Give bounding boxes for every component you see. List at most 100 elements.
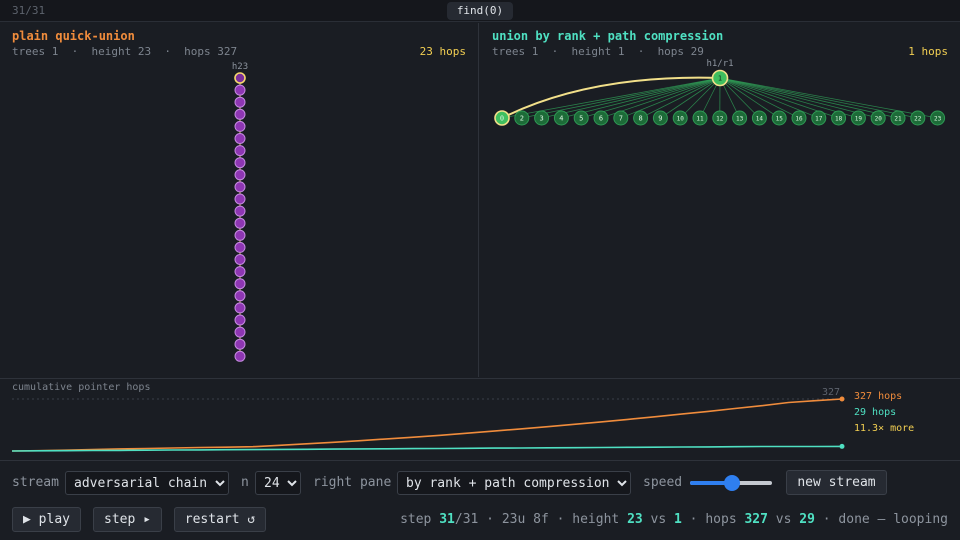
leaf-node: [751, 110, 767, 126]
chain-node: [234, 254, 246, 265]
chain-node: [234, 96, 246, 108]
root-node-label: 1: [718, 75, 722, 83]
leaf-node: [811, 110, 827, 126]
chain-node: [234, 108, 246, 120]
chain-node: [234, 229, 246, 241]
tree-edge: [719, 77, 800, 119]
chain-node: [234, 181, 246, 193]
leaf-label: 15: [776, 116, 784, 123]
leaf-node: [593, 110, 609, 126]
chain-node: [234, 157, 246, 169]
flat-tree-diagram: 0 2 3 4 5 6 7 8 9 10 11 12 13 14 15 16 17 18 19 20 21 22 231h1…: [494, 59, 946, 126]
leaf-label: 0: [500, 115, 504, 123]
hops-badge: 1 hops: [908, 45, 948, 58]
pane-stats: trees 1 · height 23 · hops 327: [12, 45, 238, 58]
cumulative-hops-chart: cumulative pointer hops 327 327 hops 29 …: [0, 378, 960, 461]
leaf-label: 8: [638, 115, 642, 123]
leaf-label: 12: [716, 116, 724, 123]
leaf-label: 14: [756, 116, 764, 123]
leaf-label: 5: [579, 115, 583, 123]
chain-node: [234, 84, 246, 96]
tree-edge: [719, 77, 938, 119]
root-height-label: h23: [232, 62, 248, 72]
chain-node: [234, 217, 246, 229]
leaf-node: [692, 110, 708, 126]
leaf-node: [534, 110, 550, 126]
chain-node: [234, 326, 246, 338]
tree-edge: [719, 77, 780, 119]
leaf-node: [870, 110, 886, 126]
chain-node: [234, 266, 246, 278]
n-select[interactable]: 24: [255, 471, 301, 495]
right-pane-select[interactable]: by rank + path compression: [397, 471, 631, 495]
chain-node: [234, 338, 246, 350]
chain-root-node: [234, 72, 246, 84]
plain-quick-union-pane: plain quick-union trees 1 · height 23 · …: [0, 23, 479, 377]
leaf-node: [791, 110, 807, 126]
restart-button[interactable]: restart ↺: [174, 507, 266, 532]
leaf-node: [652, 110, 668, 126]
leaf-label: 23: [934, 116, 942, 123]
leaf-label: 4: [559, 115, 563, 123]
tree-edge: [541, 77, 721, 119]
leaf-label: 18: [835, 116, 843, 123]
leaf-label: 7: [619, 115, 623, 123]
root-rank-label: h1/r1: [706, 59, 733, 69]
ranked-hops-line-endpoint: [839, 443, 845, 449]
leaf-label: 9: [658, 115, 662, 123]
chain-node: [234, 205, 246, 217]
leaf-node: [573, 110, 589, 126]
play-button[interactable]: ▶ play: [12, 507, 81, 532]
leaf-node: [514, 110, 530, 126]
leaf-node: [732, 110, 748, 126]
tree-edge: [719, 77, 819, 119]
status-line: step 31/31 · 23u 8f · height 23 vs 1 · h…: [400, 512, 948, 527]
leaf-label: 13: [736, 116, 744, 123]
chain-node: [234, 350, 246, 362]
hops-line-chart: 327: [11, 387, 845, 452]
max-value-label: 327: [822, 387, 840, 398]
step-button[interactable]: step ▸: [93, 507, 162, 532]
speed-slider[interactable]: [690, 475, 772, 491]
chain-node: [234, 193, 246, 205]
legend-plain-hops: 327 hops: [854, 391, 903, 402]
leaf-node: [930, 110, 946, 126]
union-by-rank-pane: union by rank + path compression trees 1…: [481, 23, 960, 377]
leaf-label: 6: [599, 115, 603, 123]
step-counter: 31/31: [12, 4, 46, 17]
leaf-label: 10: [677, 116, 685, 123]
leaf-node: [633, 110, 649, 126]
leaf-node: [771, 110, 787, 126]
tree-edge: [521, 77, 721, 119]
tree-edge: [719, 77, 918, 119]
pane-title: plain quick-union: [12, 29, 135, 43]
chain-node: [234, 290, 246, 302]
tree-edge: [660, 77, 721, 119]
current-operation-label: find(0): [447, 2, 513, 20]
stream-select[interactable]: adversarial chain: [65, 471, 229, 495]
right-pane-label: right pane: [313, 475, 392, 490]
pane-title: union by rank + path compression: [492, 29, 724, 43]
leaf-label: 16: [795, 116, 803, 123]
speed-slider-thumb[interactable]: [724, 475, 741, 491]
leaf-label: 20: [875, 116, 883, 123]
chain-node: [234, 120, 246, 132]
tree-edge: [620, 77, 721, 119]
leaf-node: [890, 110, 906, 126]
top-bar: 31/31 find(0): [0, 0, 960, 22]
leaf-node: [850, 110, 866, 126]
leaf-node: [672, 110, 688, 126]
new-stream-button[interactable]: new stream: [786, 470, 887, 495]
leaf-node: [553, 110, 569, 126]
chain-tree-diagram: h23: [232, 62, 248, 362]
plain-hops-line: [11, 398, 843, 452]
chain-node: [234, 278, 246, 290]
leaf-label: 3: [539, 115, 543, 123]
chart-title: cumulative pointer hops: [12, 382, 151, 393]
chain-node: [234, 133, 246, 144]
root-node: [711, 69, 729, 87]
leaf-label: 2: [520, 115, 524, 123]
tree-edge: [561, 77, 721, 119]
chain-node: [234, 145, 246, 157]
tree-edge: [640, 77, 721, 119]
